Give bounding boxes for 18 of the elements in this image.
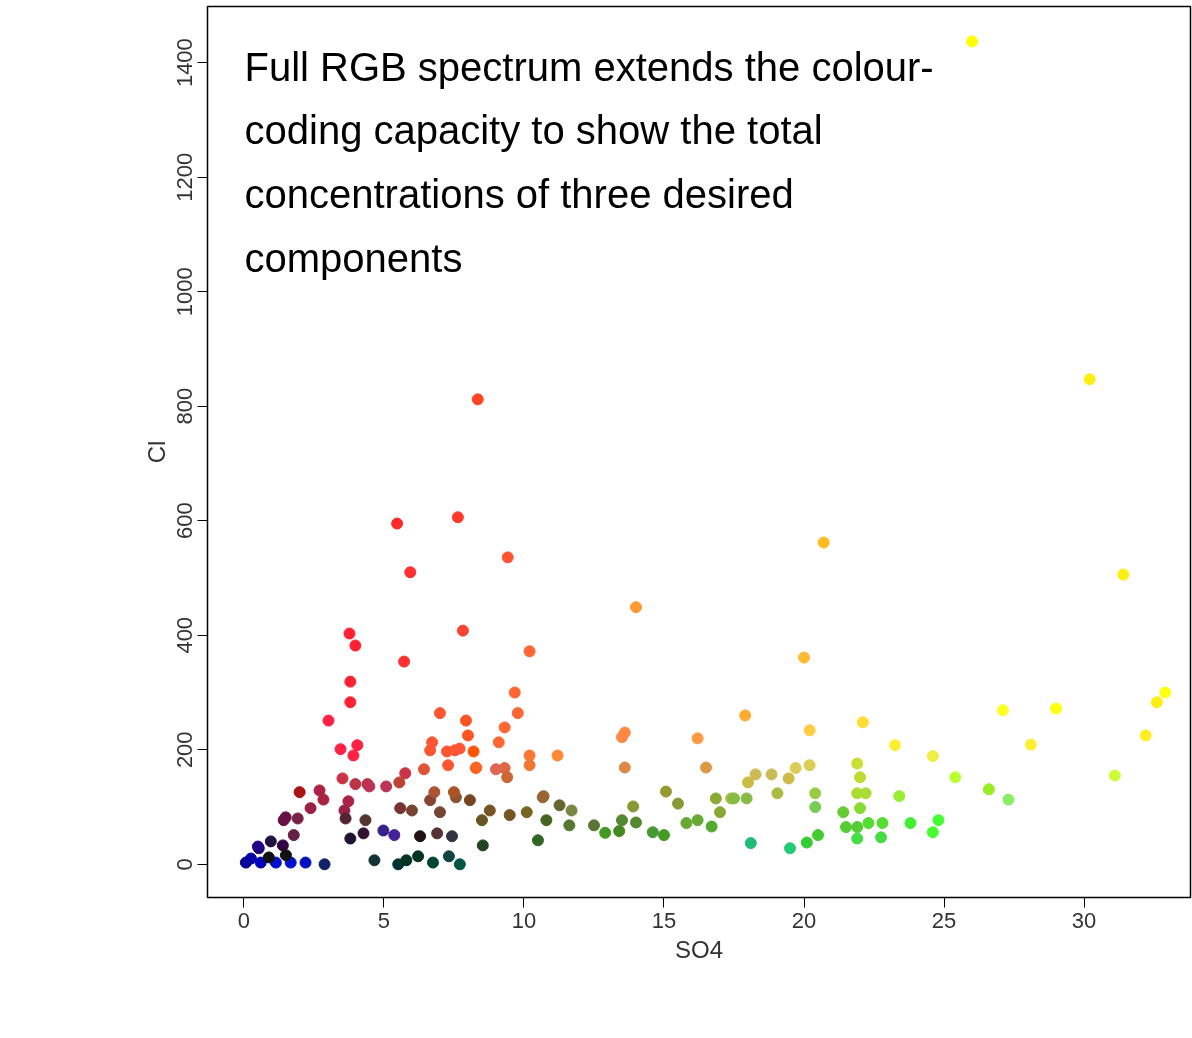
y-tick-label: 0 bbox=[172, 858, 198, 871]
x-tick-label: 5 bbox=[377, 907, 391, 933]
y-tick-label: 400 bbox=[172, 616, 198, 654]
y-tick-label: 200 bbox=[172, 731, 198, 769]
annotation: Full RGB spectrum extends the colour-coding capacity to show the total concentrations of three desired components bbox=[244, 44, 934, 280]
x-tick-label: 20 bbox=[791, 907, 817, 933]
x-tick-label: 0 bbox=[237, 907, 251, 933]
x-axis-title: SO4 bbox=[674, 935, 724, 963]
y-tick-label: 800 bbox=[172, 387, 198, 425]
x-tick-label: 25 bbox=[931, 907, 957, 933]
x-tick-label: 10 bbox=[511, 907, 537, 933]
y-tick-label: 600 bbox=[172, 502, 198, 540]
y-tick-label: 1200 bbox=[172, 152, 198, 202]
x-tick-label: 15 bbox=[651, 907, 677, 933]
x-tick-label: 30 bbox=[1071, 907, 1097, 933]
y-tick-label: 1400 bbox=[172, 38, 198, 88]
y-tick-label: 1000 bbox=[172, 267, 198, 317]
y-axis-title: Cl bbox=[142, 440, 170, 464]
